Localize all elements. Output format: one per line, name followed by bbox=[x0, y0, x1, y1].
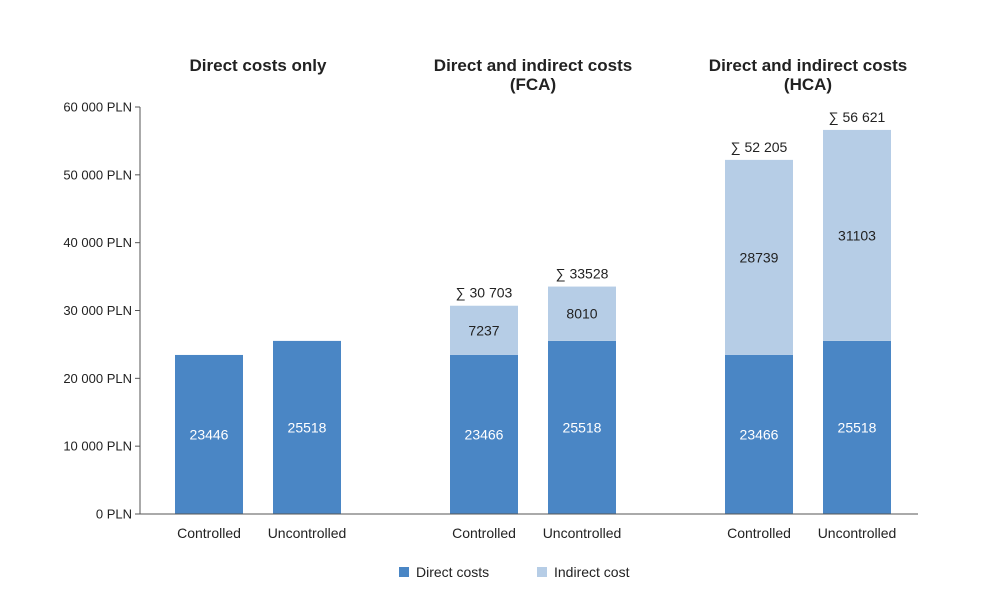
bar-indirect-segment bbox=[725, 159, 793, 355]
bar-direct-label: 23466 bbox=[465, 426, 504, 442]
bar-indirect-label: 7237 bbox=[468, 322, 499, 338]
bar-total-label: ∑ 30 703 bbox=[456, 285, 513, 301]
bar-direct-segment bbox=[548, 340, 616, 514]
x-category-label: Controlled bbox=[727, 525, 791, 541]
y-tick-label: 40 000 PLN bbox=[63, 235, 132, 250]
legend-label-indirect: Indirect cost bbox=[554, 564, 630, 580]
x-category-label: Controlled bbox=[452, 525, 516, 541]
bar-direct-label: 25518 bbox=[838, 419, 877, 435]
bar-total-label: ∑ 56 621 bbox=[829, 109, 886, 125]
y-tick-label: 20 000 PLN bbox=[63, 371, 132, 386]
group-title: Direct and indirect costs bbox=[434, 56, 632, 75]
bar-direct-segment bbox=[823, 340, 891, 514]
bar-direct-segment bbox=[450, 354, 518, 514]
legend-swatch-indirect bbox=[537, 567, 547, 577]
bar-direct-label: 23446 bbox=[190, 426, 229, 442]
group-title: (FCA) bbox=[510, 75, 556, 94]
bar-direct-segment bbox=[175, 354, 243, 514]
bar-direct-label: 25518 bbox=[288, 419, 327, 435]
y-tick-label: 60 000 PLN bbox=[63, 100, 132, 115]
legend: Direct costs Indirect cost bbox=[399, 564, 630, 580]
x-category-label: Controlled bbox=[177, 525, 241, 541]
x-category-label: Uncontrolled bbox=[818, 525, 897, 541]
legend-label-direct: Direct costs bbox=[416, 564, 489, 580]
bar-indirect-segment bbox=[548, 286, 616, 341]
bar-total-label: ∑ 52 205 bbox=[731, 139, 788, 155]
bar-indirect-label: 31103 bbox=[838, 227, 876, 243]
group-titles: Direct costs only Direct and indirect cos… bbox=[190, 56, 908, 94]
bar-total-label: ∑ 33528 bbox=[556, 266, 609, 282]
bar-direct-segment bbox=[273, 340, 341, 514]
x-axis: Controlled Uncontrolled Controlled Uncontro… bbox=[140, 513, 918, 541]
bar-direct-label: 23466 bbox=[740, 426, 779, 442]
y-tick-label: 0 PLN bbox=[96, 507, 132, 522]
bar-indirect-segment bbox=[823, 129, 891, 341]
bars: 23446 25518 23466 7237 ∑ 30 703 25518 8010 ∑ 33… bbox=[175, 109, 891, 514]
y-axis: 0 PLN 10 000 PLN 20 000 PLN 30 000 PLN 40 00… bbox=[63, 100, 141, 522]
bar-direct-segment bbox=[725, 354, 793, 514]
x-category-label: Uncontrolled bbox=[268, 525, 347, 541]
y-tick-label: 50 000 PLN bbox=[63, 167, 132, 182]
bar-indirect-segment bbox=[450, 305, 518, 355]
bar-indirect-label: 8010 bbox=[566, 306, 597, 322]
group-title: Direct and indirect costs bbox=[709, 56, 907, 75]
group-title: Direct costs only bbox=[190, 56, 328, 75]
y-tick-label: 30 000 PLN bbox=[63, 303, 132, 318]
x-category-label: Uncontrolled bbox=[543, 525, 622, 541]
bar-direct-label: 25518 bbox=[563, 419, 602, 435]
group-title: (HCA) bbox=[784, 75, 832, 94]
bar-indirect-label: 28739 bbox=[740, 249, 779, 265]
legend-swatch-direct bbox=[399, 567, 409, 577]
y-tick-label: 10 000 PLN bbox=[63, 439, 132, 454]
